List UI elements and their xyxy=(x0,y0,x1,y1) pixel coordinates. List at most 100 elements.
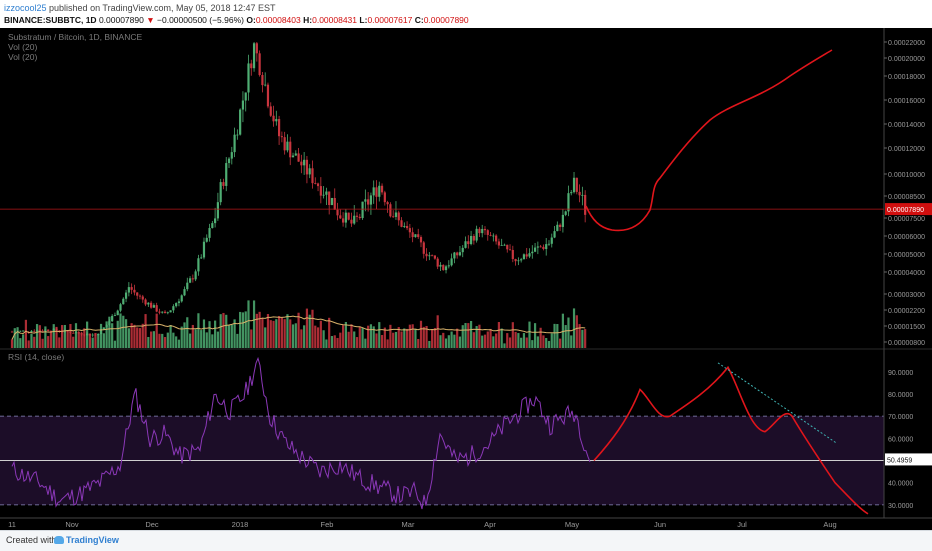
volume-bar xyxy=(428,340,431,348)
volume-bar xyxy=(19,338,22,348)
candle-body xyxy=(289,141,292,158)
candle-body xyxy=(202,241,206,258)
candle-body xyxy=(297,153,300,162)
created-with-text: Created with xyxy=(6,535,57,545)
volume-bar xyxy=(250,329,253,348)
volume-bar xyxy=(291,324,295,348)
volume-bar xyxy=(214,320,217,348)
chart-svg[interactable]: 0.00022000 0.00020000 0.00018000 0.00016000… xyxy=(0,28,932,530)
volume-bar xyxy=(361,327,364,348)
candle-body xyxy=(570,192,573,194)
price-legend-title: Substratum / Bitcoin, 1D, BINANCE xyxy=(8,32,142,42)
candle-body xyxy=(177,301,181,304)
volume-bar xyxy=(453,334,456,348)
drawings[interactable] xyxy=(585,49,869,515)
price-pane[interactable] xyxy=(0,42,884,348)
volume-bar xyxy=(152,331,155,348)
candle-body xyxy=(239,109,242,135)
candle-body xyxy=(369,195,373,205)
volume-bar xyxy=(69,323,72,348)
candle-body xyxy=(361,201,364,219)
candle-body xyxy=(495,235,498,242)
candle-body xyxy=(556,224,559,232)
candle-body xyxy=(408,228,411,233)
volume-bar xyxy=(86,321,89,348)
candle-body xyxy=(450,258,453,266)
volume-bar xyxy=(24,319,28,348)
volume-bar xyxy=(175,336,178,348)
candle-body xyxy=(233,134,236,153)
candle-body xyxy=(467,241,470,245)
candle-body xyxy=(358,216,361,219)
volume-bar xyxy=(536,336,539,348)
candle-body xyxy=(58,330,61,332)
volume-bar xyxy=(52,324,55,348)
price-tick-label: 0.00008500 xyxy=(888,194,925,201)
candle-body xyxy=(188,278,192,283)
candle-body xyxy=(150,302,153,308)
volume-bar xyxy=(116,320,119,348)
volume-bar xyxy=(211,334,214,348)
volume-bar xyxy=(464,323,467,348)
candle-body xyxy=(542,246,545,250)
time-tick-label: Mar xyxy=(402,520,415,529)
volume-bar xyxy=(364,338,367,348)
author-link[interactable]: izzocool25 xyxy=(4,3,47,13)
candle-body xyxy=(136,292,139,296)
volume-bar xyxy=(322,330,325,348)
volume-bar xyxy=(500,328,503,348)
volume-bar xyxy=(570,335,573,348)
candle-body xyxy=(575,177,578,192)
candle-body xyxy=(478,228,481,234)
volume-bar xyxy=(99,323,103,348)
volume-bar xyxy=(27,340,30,348)
chart-area[interactable]: 0.00022000 0.00020000 0.00018000 0.00016000… xyxy=(0,28,932,530)
volume-bar xyxy=(556,324,559,348)
candle-body xyxy=(166,312,169,314)
candle-body xyxy=(258,53,261,76)
price-projection-drawing xyxy=(585,49,833,232)
candle-body xyxy=(508,249,512,251)
candle-body xyxy=(116,310,119,316)
volume-bar xyxy=(447,335,450,348)
volume-bar xyxy=(77,332,80,348)
volume-bar xyxy=(66,330,69,348)
candle-body xyxy=(247,63,250,93)
candle-body xyxy=(567,193,570,212)
candle-body xyxy=(241,100,245,110)
volume-bar xyxy=(350,324,353,348)
candle-body xyxy=(300,161,303,166)
volume-bar xyxy=(403,328,406,348)
candle-body xyxy=(314,183,317,184)
rsi-tick-label: 60.0000 xyxy=(888,436,913,443)
price-tick-label: 0.00007500 xyxy=(888,216,925,223)
volume-bar xyxy=(414,328,417,348)
volume-bar xyxy=(436,315,439,348)
volume-bar xyxy=(35,324,39,348)
candle-body xyxy=(503,244,506,246)
candle-body xyxy=(127,287,130,293)
candle-body xyxy=(364,199,367,202)
volume-bar xyxy=(461,325,464,348)
volume-bar xyxy=(147,336,150,348)
volume-bar xyxy=(475,326,478,348)
volume-bar xyxy=(458,336,462,348)
volume-bar xyxy=(431,329,434,348)
volume-bar xyxy=(472,332,475,348)
rsi-pane[interactable] xyxy=(0,356,884,510)
close-value: 0.00007890 xyxy=(423,15,469,25)
tradingview-brand-link[interactable]: TradingView xyxy=(66,535,119,545)
volume-bar xyxy=(542,335,545,348)
candle-body xyxy=(191,278,194,280)
candle-body xyxy=(133,289,136,293)
volume-bar xyxy=(486,331,489,348)
candle-body xyxy=(539,246,542,248)
chart-header: izzocool25 published on TradingView.com,… xyxy=(0,0,932,28)
candle-body xyxy=(536,246,539,248)
candle-body xyxy=(180,295,183,302)
candle-body xyxy=(444,266,448,271)
volume-bar xyxy=(266,314,270,348)
volume-bar xyxy=(91,337,94,348)
volume-bar xyxy=(141,323,144,348)
volume-bar xyxy=(330,336,334,348)
